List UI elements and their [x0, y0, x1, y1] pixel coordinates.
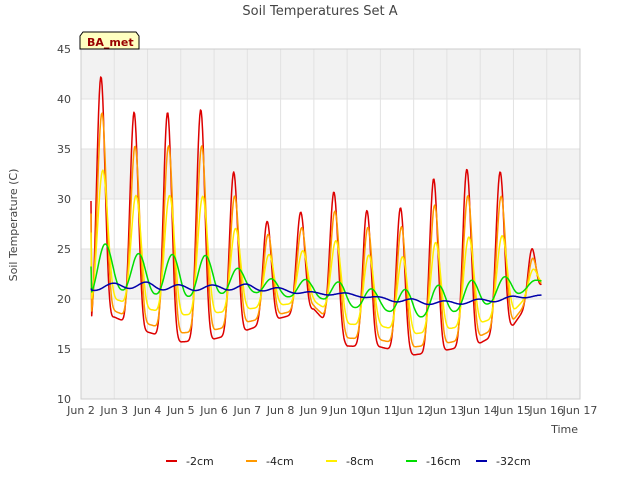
x-tick-label: Jun 3	[99, 404, 128, 417]
y-axis-ticks: 10 15 20 25 30 35 40 45	[57, 43, 71, 406]
series-line-minus-4cm	[90, 112, 542, 348]
y-tick-label: 15	[57, 343, 71, 356]
y-tick-label: 45	[57, 43, 71, 56]
grid-band	[81, 299, 580, 349]
x-tick-label: Jun 6	[199, 404, 228, 417]
x-tick-label: Jun 11	[362, 404, 398, 417]
y-tick-label: 20	[57, 293, 71, 306]
legend-label: -16cm	[426, 455, 461, 468]
x-tick-label: Jun 13	[429, 404, 465, 417]
grid-band	[81, 49, 580, 99]
y-axis-title: Soil Temperature (C)	[7, 169, 20, 282]
legend: -2cm -4cm -8cm -16cm -32cm	[166, 455, 531, 468]
x-tick-label: Jun 12	[395, 404, 431, 417]
x-axis-ticks: Jun 2 Jun 3 Jun 4 Jun 5 Jun 6 Jun 7 Jun 8 Jun 9…	[66, 404, 597, 417]
chart-title: Soil Temperatures Set A	[242, 4, 397, 19]
series-line-minus-32cm	[90, 281, 542, 306]
series-line-minus-2cm	[90, 76, 542, 356]
legend-label: -8cm	[346, 455, 374, 468]
x-tick-label: Jun 16	[528, 404, 564, 417]
plot-frame	[80, 48, 581, 400]
x-axis-title: Time	[550, 423, 578, 436]
y-tick-label: 25	[57, 243, 71, 256]
site-badge-box	[79, 31, 140, 50]
x-tick-label: Jun 2	[66, 404, 95, 417]
x-tick-label: Jun 10	[329, 404, 365, 417]
x-tick-label: Jun 15	[495, 404, 531, 417]
x-tick-label: Jun 14	[462, 404, 498, 417]
y-tick-label: 35	[57, 143, 71, 156]
series-line-minus-16cm	[90, 243, 542, 318]
legend-label: -2cm	[186, 455, 214, 468]
x-tick-label: Jun 8	[266, 404, 295, 417]
site-badge: BA_met	[79, 31, 140, 50]
y-tick-label: 40	[57, 93, 71, 106]
x-tick-label: Jun 17	[562, 404, 598, 417]
legend-label: -32cm	[496, 455, 531, 468]
grid-band	[81, 99, 580, 149]
x-tick-label: Jun 4	[133, 404, 162, 417]
grid-band	[81, 349, 580, 399]
x-tick-label: Jun 9	[299, 404, 328, 417]
series-line-minus-8cm	[90, 169, 542, 335]
y-tick-label: 30	[57, 193, 71, 206]
x-tick-label: Jun 5	[166, 404, 195, 417]
y-tick-label: 10	[57, 393, 71, 406]
grid-band	[81, 149, 580, 199]
series-lines	[90, 76, 542, 356]
legend-label: -4cm	[266, 455, 294, 468]
x-tick-label: Jun 7	[232, 404, 261, 417]
site-badge-label: BA_met	[87, 36, 134, 49]
